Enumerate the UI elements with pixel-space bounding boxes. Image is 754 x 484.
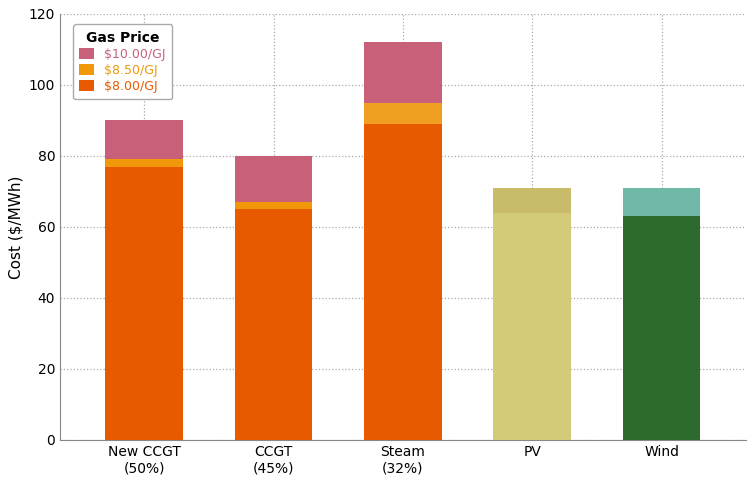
Bar: [493, 212, 571, 440]
Bar: [106, 166, 183, 440]
Bar: [106, 121, 183, 159]
Bar: [364, 124, 442, 440]
Bar: [234, 202, 312, 209]
Y-axis label: Cost ($/MWh): Cost ($/MWh): [8, 175, 23, 279]
Bar: [364, 42, 442, 103]
Bar: [234, 209, 312, 440]
Bar: [364, 103, 442, 124]
Bar: [623, 216, 700, 440]
Bar: [234, 156, 312, 202]
Bar: [106, 159, 183, 166]
Bar: [493, 188, 571, 212]
Legend: $10.00/GJ, $8.50/GJ, $8.00/GJ: $10.00/GJ, $8.50/GJ, $8.00/GJ: [73, 24, 172, 99]
Bar: [623, 188, 700, 216]
